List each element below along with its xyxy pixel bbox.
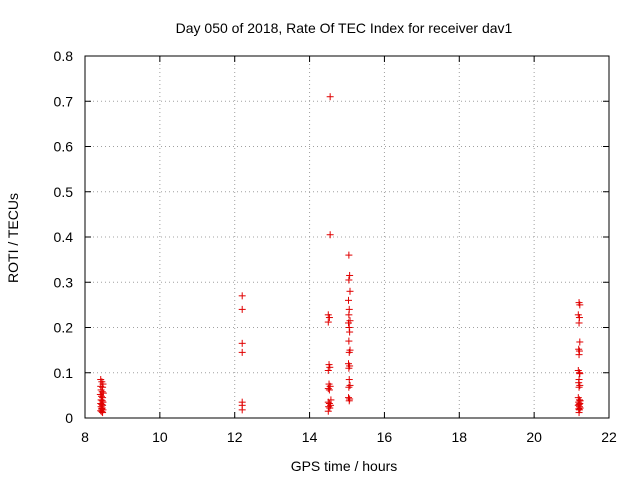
data-point xyxy=(326,93,334,101)
data-point xyxy=(346,328,354,336)
data-point xyxy=(326,363,334,371)
y-tick-label: 0.2 xyxy=(54,320,74,336)
y-tick-label: 0.6 xyxy=(54,139,74,155)
data-point xyxy=(238,406,246,414)
data-point xyxy=(99,409,107,417)
data-point xyxy=(575,319,583,327)
data-point xyxy=(324,318,332,326)
data-point xyxy=(345,276,353,284)
data-point xyxy=(345,376,353,384)
x-tick-label: 8 xyxy=(81,429,89,445)
data-point xyxy=(345,311,353,319)
data-point xyxy=(346,287,354,295)
data-point xyxy=(238,348,246,356)
data-point xyxy=(344,394,352,402)
data-points xyxy=(96,93,584,417)
data-point xyxy=(575,383,583,391)
x-tick-labels: 8 10 12 14 16 18 20 22 xyxy=(81,429,617,445)
data-point xyxy=(576,338,584,346)
data-point xyxy=(238,292,246,300)
x-tick-label: 18 xyxy=(451,429,467,445)
x-tick-label: 22 xyxy=(601,429,617,445)
y-tick-label: 0.1 xyxy=(54,365,74,381)
x-tick-label: 16 xyxy=(377,429,393,445)
data-point xyxy=(346,381,354,389)
y-tick-label: 0.7 xyxy=(54,93,74,109)
x-tick-label: 12 xyxy=(227,429,243,445)
data-point xyxy=(576,301,584,309)
data-point xyxy=(326,404,334,412)
data-point xyxy=(238,305,246,313)
data-point xyxy=(345,364,353,372)
y-tick-label: 0.5 xyxy=(54,184,74,200)
data-point xyxy=(345,397,353,405)
data-point xyxy=(325,386,333,394)
y-tick-label: 0.3 xyxy=(54,274,74,290)
x-tick-label: 10 xyxy=(152,429,168,445)
data-point xyxy=(576,381,584,389)
data-point xyxy=(575,351,583,359)
data-point xyxy=(326,231,334,239)
y-tick-labels: 0 0.1 0.2 0.3 0.4 0.5 0.6 0.7 0.8 xyxy=(54,48,74,426)
y-tick-label: 0 xyxy=(65,410,73,426)
data-point xyxy=(324,385,332,393)
grid-lines xyxy=(85,56,609,418)
y-tick-label: 0.4 xyxy=(54,229,74,245)
data-point xyxy=(576,404,584,412)
data-point xyxy=(325,314,333,322)
data-point xyxy=(344,319,352,327)
y-tick-label: 0.8 xyxy=(54,48,74,64)
data-point xyxy=(346,271,354,279)
chart-title: Day 050 of 2018, Rate Of TEC Index for r… xyxy=(176,20,513,36)
data-point xyxy=(345,337,353,345)
y-axis-label: ROTI / TECUs xyxy=(5,193,21,283)
data-point xyxy=(324,407,332,415)
x-axis-label: GPS time / hours xyxy=(291,458,398,474)
x-tick-label: 20 xyxy=(526,429,542,445)
data-point xyxy=(575,409,583,417)
data-point xyxy=(344,296,352,304)
data-point xyxy=(345,383,353,391)
plot-frame xyxy=(84,55,610,419)
x-tick-label: 14 xyxy=(302,429,318,445)
data-point xyxy=(345,348,353,356)
data-point xyxy=(345,251,353,259)
data-point xyxy=(98,408,106,416)
data-point xyxy=(576,370,584,378)
data-point xyxy=(324,366,332,374)
data-point xyxy=(238,339,246,347)
